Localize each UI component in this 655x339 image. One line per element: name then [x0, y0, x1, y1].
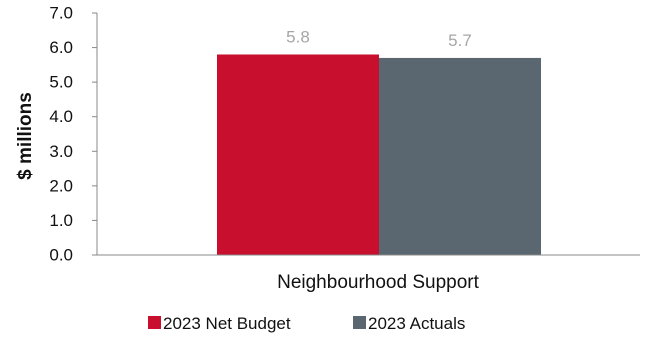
category-label: Neighbourhood Support [277, 272, 479, 293]
legend-label-net-budget: 2023 Net Budget [163, 314, 291, 333]
y-tick-label: 1.0 [49, 211, 73, 230]
y-tick-label: 4.0 [49, 107, 73, 126]
legend-swatch-net-budget [148, 316, 161, 329]
y-tick-label: 3.0 [49, 142, 73, 161]
legend-swatch-actuals [353, 316, 366, 329]
bar-2023-actuals [379, 57, 541, 255]
y-tick-label: 6.0 [49, 38, 73, 57]
y-tick-label: 7.0 [49, 4, 73, 23]
y-axis-label: $ millions [15, 92, 36, 180]
legend: 2023 Net Budget 2023 Actuals [148, 314, 465, 333]
bars: 5.8 5.7 [217, 27, 541, 255]
y-tick-label: 5.0 [49, 73, 73, 92]
y-axis-ticks: 0.0 1.0 2.0 3.0 4.0 5.0 6.0 7.0 [49, 4, 97, 265]
y-tick-label: 2.0 [49, 176, 73, 195]
data-label: 5.8 [286, 27, 310, 46]
data-label: 5.7 [448, 31, 472, 50]
legend-label-actuals: 2023 Actuals [368, 314, 465, 333]
bar-2023-net-budget [217, 54, 379, 255]
y-tick-label: 0.0 [49, 246, 73, 265]
